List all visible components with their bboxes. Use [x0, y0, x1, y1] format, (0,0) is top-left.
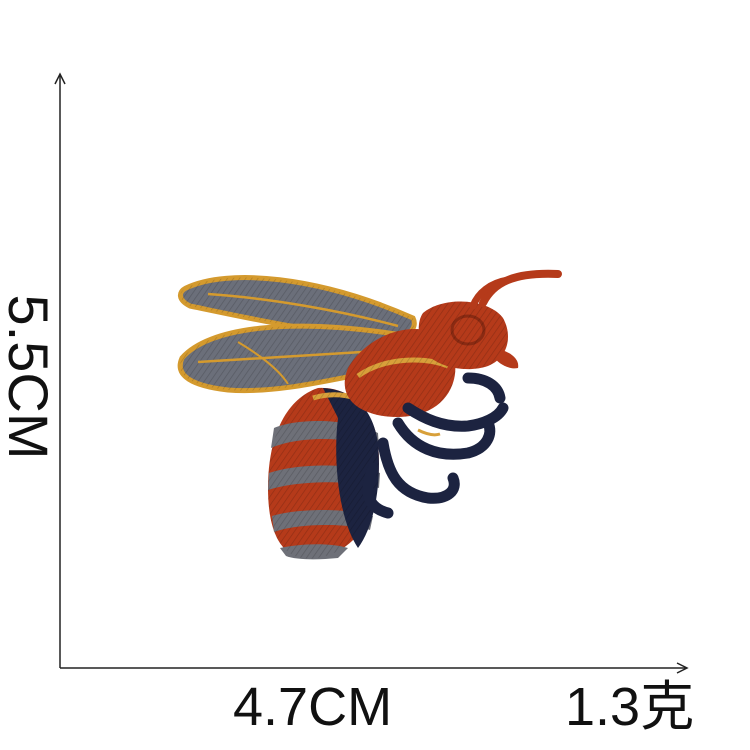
- bee-head: [418, 301, 519, 370]
- height-dimension-label: 5.5CM: [0, 294, 60, 460]
- weight-label: 1.3克: [565, 677, 695, 737]
- bee-abdomen: [268, 387, 380, 560]
- bee-leg-accent: [417, 428, 441, 437]
- bee-antennae: [469, 269, 562, 310]
- bee-legs: [362, 372, 509, 519]
- horizontal-axis-arrowhead: [676, 662, 689, 674]
- vertical-axis-arrowhead: [54, 72, 66, 85]
- bee-patch-image: [177, 269, 562, 560]
- width-dimension-label: 4.7CM: [233, 677, 393, 737]
